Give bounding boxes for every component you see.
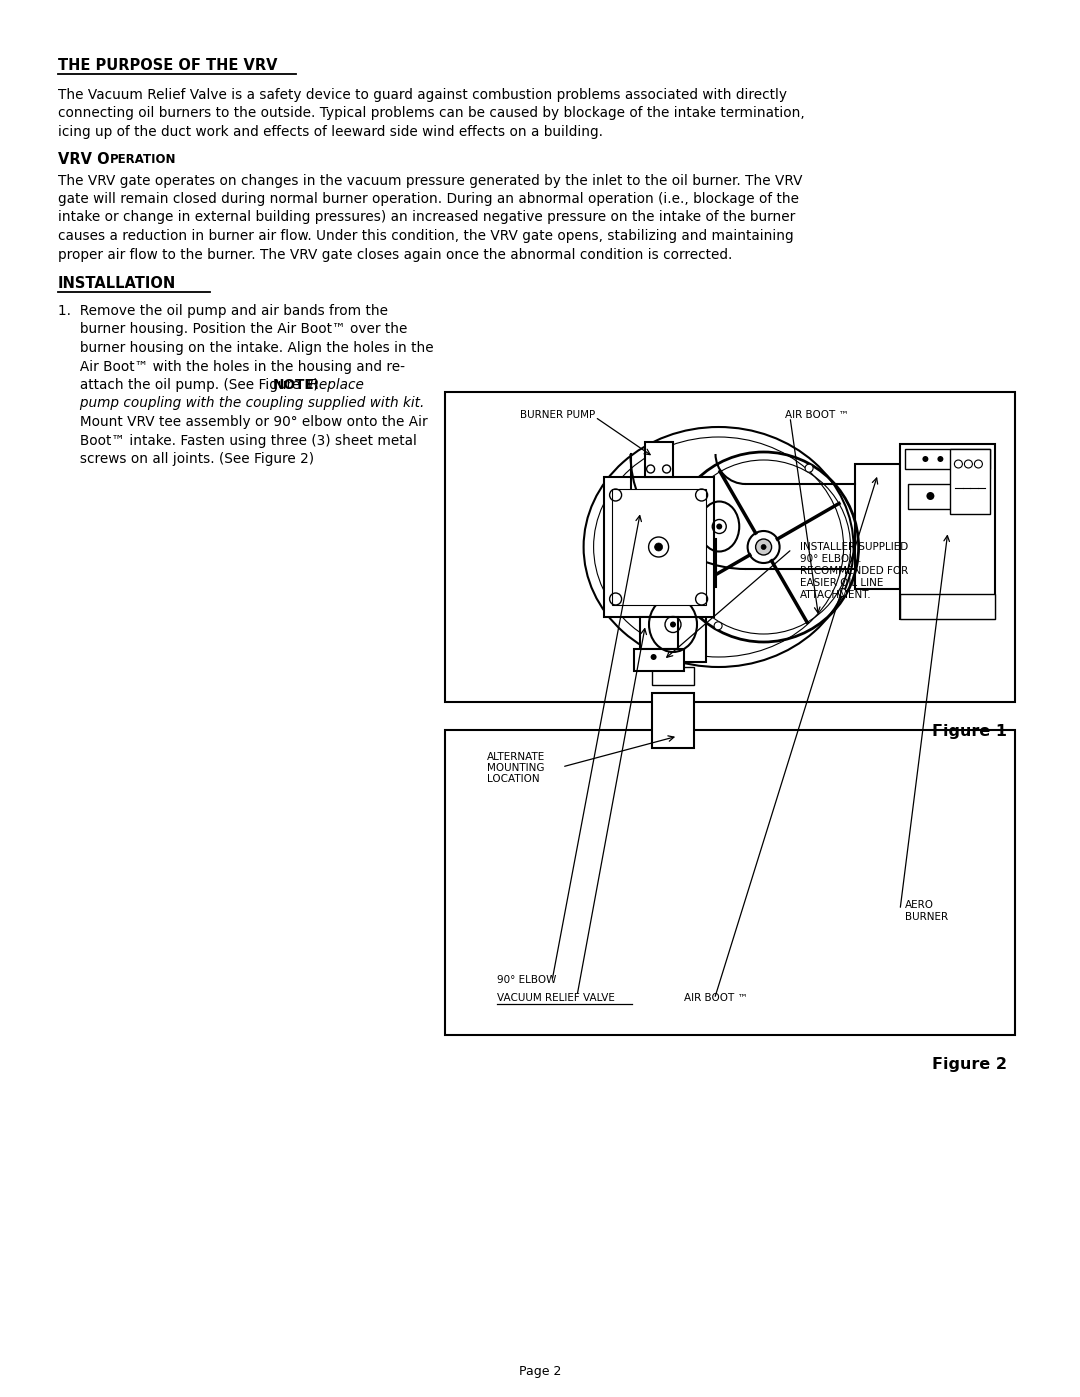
Text: PERATION: PERATION — [110, 154, 176, 166]
Text: 90° ELBOW: 90° ELBOW — [497, 975, 556, 985]
Text: Mount VRV tee assembly or 90° elbow onto the Air: Mount VRV tee assembly or 90° elbow onto… — [58, 415, 428, 429]
Text: intake or change in external building pressures) an increased negative pressure : intake or change in external building pr… — [58, 211, 795, 225]
Bar — [652, 693, 694, 747]
Circle shape — [670, 622, 676, 627]
Text: ATTACHMENT.: ATTACHMENT. — [800, 590, 872, 599]
Text: causes a reduction in burner air flow. Under this condition, the VRV gate opens,: causes a reduction in burner air flow. U… — [58, 229, 794, 243]
Text: icing up of the duct work and effects of leeward side wind effects on a building: icing up of the duct work and effects of… — [58, 124, 603, 138]
Bar — [445, 731, 1015, 1035]
Text: NOTE:: NOTE: — [273, 379, 321, 393]
Circle shape — [747, 531, 780, 563]
Text: Figure 2: Figure 2 — [932, 1058, 1007, 1071]
Text: VRV O: VRV O — [58, 151, 110, 166]
Text: Page 2: Page 2 — [518, 1365, 562, 1377]
Circle shape — [756, 539, 771, 555]
Text: BURNER PUMP: BURNER PUMP — [519, 409, 595, 420]
Bar — [908, 483, 954, 509]
Text: Boot™ intake. Fasten using three (3) sheet metal: Boot™ intake. Fasten using three (3) she… — [58, 433, 417, 447]
Circle shape — [805, 464, 813, 472]
Circle shape — [716, 524, 723, 529]
Text: RECOMMENDED FOR: RECOMMENDED FOR — [800, 566, 908, 576]
Text: VACUUM RELIEF VALVE: VACUUM RELIEF VALVE — [497, 993, 615, 1003]
Bar — [901, 594, 996, 619]
Circle shape — [927, 492, 934, 500]
Bar — [901, 444, 996, 619]
Text: 1.  Remove the oil pump and air bands from the: 1. Remove the oil pump and air bands fro… — [58, 305, 388, 319]
Text: LOCATION: LOCATION — [487, 774, 540, 784]
Bar — [652, 666, 694, 685]
Text: AIR BOOT ™: AIR BOOT ™ — [785, 409, 849, 420]
Bar — [905, 448, 990, 469]
Text: AERO: AERO — [905, 900, 934, 909]
Text: MOUNTING: MOUNTING — [487, 763, 544, 773]
Bar — [604, 476, 714, 617]
Bar — [611, 489, 705, 605]
Text: proper air flow to the burner. The VRV gate closes again once the abnormal condi: proper air flow to the burner. The VRV g… — [58, 247, 732, 261]
Text: Replace: Replace — [306, 379, 364, 393]
Circle shape — [761, 545, 766, 549]
Circle shape — [654, 543, 663, 550]
Bar — [645, 441, 673, 476]
Text: Figure 1: Figure 1 — [932, 724, 1007, 739]
Circle shape — [650, 654, 657, 659]
Text: 90° ELBOW.: 90° ELBOW. — [800, 555, 862, 564]
Text: screws on all joints. (See Figure 2): screws on all joints. (See Figure 2) — [58, 453, 314, 467]
Bar — [639, 617, 677, 650]
Text: INSTALLATION: INSTALLATION — [58, 277, 176, 291]
Text: burner housing on the intake. Align the holes in the: burner housing on the intake. Align the … — [58, 341, 434, 355]
Text: Air Boot™ with the holes in the housing and re-: Air Boot™ with the holes in the housing … — [58, 359, 405, 373]
Bar — [640, 587, 705, 662]
Text: THE PURPOSE OF THE VRV: THE PURPOSE OF THE VRV — [58, 59, 278, 73]
Circle shape — [680, 497, 689, 506]
Text: burner housing. Position the Air Boot™ over the: burner housing. Position the Air Boot™ o… — [58, 323, 407, 337]
Bar — [950, 448, 990, 514]
Bar — [631, 569, 715, 587]
Text: EASIER OIL LINE: EASIER OIL LINE — [800, 578, 883, 588]
Circle shape — [937, 455, 944, 462]
Text: ALTERNATE: ALTERNATE — [487, 752, 545, 761]
Circle shape — [714, 622, 723, 630]
Bar — [634, 650, 684, 671]
Text: connecting oil burners to the outside. Typical problems can be caused by blockag: connecting oil burners to the outside. T… — [58, 106, 805, 120]
Text: gate will remain closed during normal burner operation. During an abnormal opera: gate will remain closed during normal bu… — [58, 191, 799, 205]
Text: pump coupling with the coupling supplied with kit.: pump coupling with the coupling supplied… — [58, 397, 424, 411]
Text: The Vacuum Relief Valve is a safety device to guard against combustion problems : The Vacuum Relief Valve is a safety devi… — [58, 88, 787, 102]
Circle shape — [838, 588, 847, 597]
Text: The VRV gate operates on changes in the vacuum pressure generated by the inlet t: The VRV gate operates on changes in the … — [58, 173, 802, 187]
Bar — [445, 393, 1015, 703]
Text: attach the oil pump. (See Figure 1): attach the oil pump. (See Figure 1) — [58, 379, 323, 393]
Text: AIR BOOT ™: AIR BOOT ™ — [685, 993, 748, 1003]
Text: INSTALLER SUPPLIED: INSTALLER SUPPLIED — [800, 542, 908, 552]
Bar — [855, 464, 901, 590]
Circle shape — [922, 455, 929, 462]
Text: BURNER: BURNER — [905, 912, 948, 922]
